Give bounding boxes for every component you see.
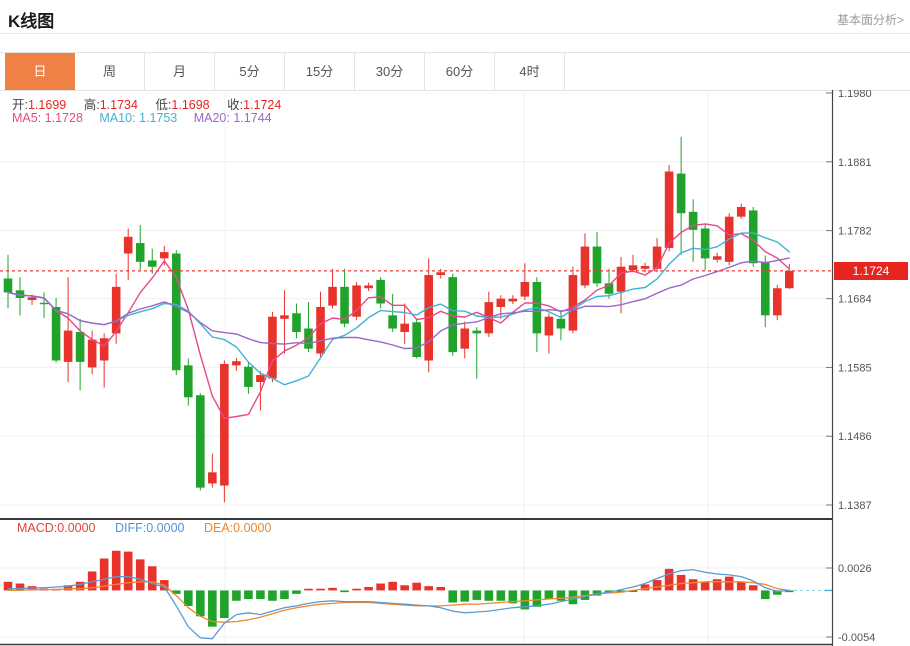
page-title: K线图 — [8, 12, 55, 31]
close-pair: 收:1.1724 — [227, 98, 281, 112]
tab-周[interactable]: 周 — [75, 53, 145, 90]
dea-label: DEA: — [203, 521, 234, 535]
ma20-label: MA20: — [193, 111, 230, 125]
ma10-value: 1.1753 — [139, 111, 178, 125]
low-pair: 低:1.1698 — [155, 98, 209, 112]
dea-value: 0.0000 — [233, 521, 272, 535]
low-label: 低: — [155, 98, 172, 112]
svg-text:1.1881: 1.1881 — [838, 157, 872, 169]
open-pair: 开:1.1699 — [12, 98, 66, 112]
ma5-pair: MA5: 1.1728 — [12, 111, 83, 125]
header-divider — [0, 33, 910, 34]
tab-4时[interactable]: 4时 — [495, 53, 565, 90]
ma5-label: MA5: — [12, 111, 42, 125]
tab-5分[interactable]: 5分 — [215, 53, 285, 90]
macd-pair: MACD:0.0000 — [17, 521, 96, 535]
interval-tabs: 日周月 5分 15分 30分 60分 4时 — [0, 52, 910, 91]
fundamental-analysis-link[interactable]: 基本面分析> — [836, 13, 904, 27]
price-axis-tag: 1.1724 — [834, 262, 908, 280]
svg-text:1.1486: 1.1486 — [838, 431, 872, 443]
tab-30分[interactable]: 30分 — [355, 53, 425, 90]
svg-text:0.0026: 0.0026 — [838, 563, 872, 575]
high-pair: 高:1.1734 — [84, 98, 138, 112]
svg-text:1.1980: 1.1980 — [838, 90, 872, 100]
ma-row: MA5: 1.1728 MA10: 1.1753 MA20: 1.1744 — [12, 111, 285, 125]
dea-pair: DEA:0.0000 — [204, 521, 271, 535]
ma10-label: MA10: — [99, 111, 136, 125]
svg-text:1.1684: 1.1684 — [838, 294, 872, 306]
close-value: 1.1724 — [243, 98, 282, 112]
svg-text:-0.0054: -0.0054 — [838, 632, 875, 644]
tab-15分[interactable]: 15分 — [285, 53, 355, 90]
close-label: 收: — [227, 98, 244, 112]
high-label: 高: — [83, 98, 100, 112]
macd-row: MACD:0.0000 DIFF:0.0000 DEA:0.0000 — [17, 521, 287, 535]
svg-text:1.1782: 1.1782 — [838, 226, 872, 238]
low-value: 1.1698 — [171, 98, 210, 112]
svg-text:1.1585: 1.1585 — [838, 362, 872, 374]
tab-60分[interactable]: 60分 — [425, 53, 495, 90]
open-label: 开: — [12, 98, 28, 112]
svg-text:1.1387: 1.1387 — [838, 500, 872, 512]
ma20-pair: MA20: 1.1744 — [194, 111, 272, 125]
open-value: 1.1699 — [27, 98, 67, 112]
ma10-pair: MA10: 1.1753 — [99, 111, 177, 125]
tab-日[interactable]: 日 — [5, 53, 75, 90]
diff-pair: DIFF:0.0000 — [115, 521, 184, 535]
ma5-value: 1.1728 — [44, 111, 83, 125]
macd-value: 0.0000 — [57, 521, 96, 535]
tab-月[interactable]: 月 — [145, 53, 215, 90]
high-value: 1.1734 — [99, 98, 138, 112]
diff-label: DIFF: — [115, 521, 147, 535]
ohlc-row: 开:1.1699 高:1.1734 低:1.1698 收:1.1724 — [12, 94, 295, 113]
price-chart[interactable]: 1.1980 1.1881 1.1782 1.1684 1.1585 1.1486 1.13… — [0, 90, 910, 518]
macd-label: MACD: — [17, 521, 58, 535]
macd-chart[interactable]: 0.0026 -0.0054 — [0, 518, 910, 646]
ma20-value: 1.1744 — [233, 111, 272, 125]
diff-value: 0.0000 — [146, 521, 185, 535]
